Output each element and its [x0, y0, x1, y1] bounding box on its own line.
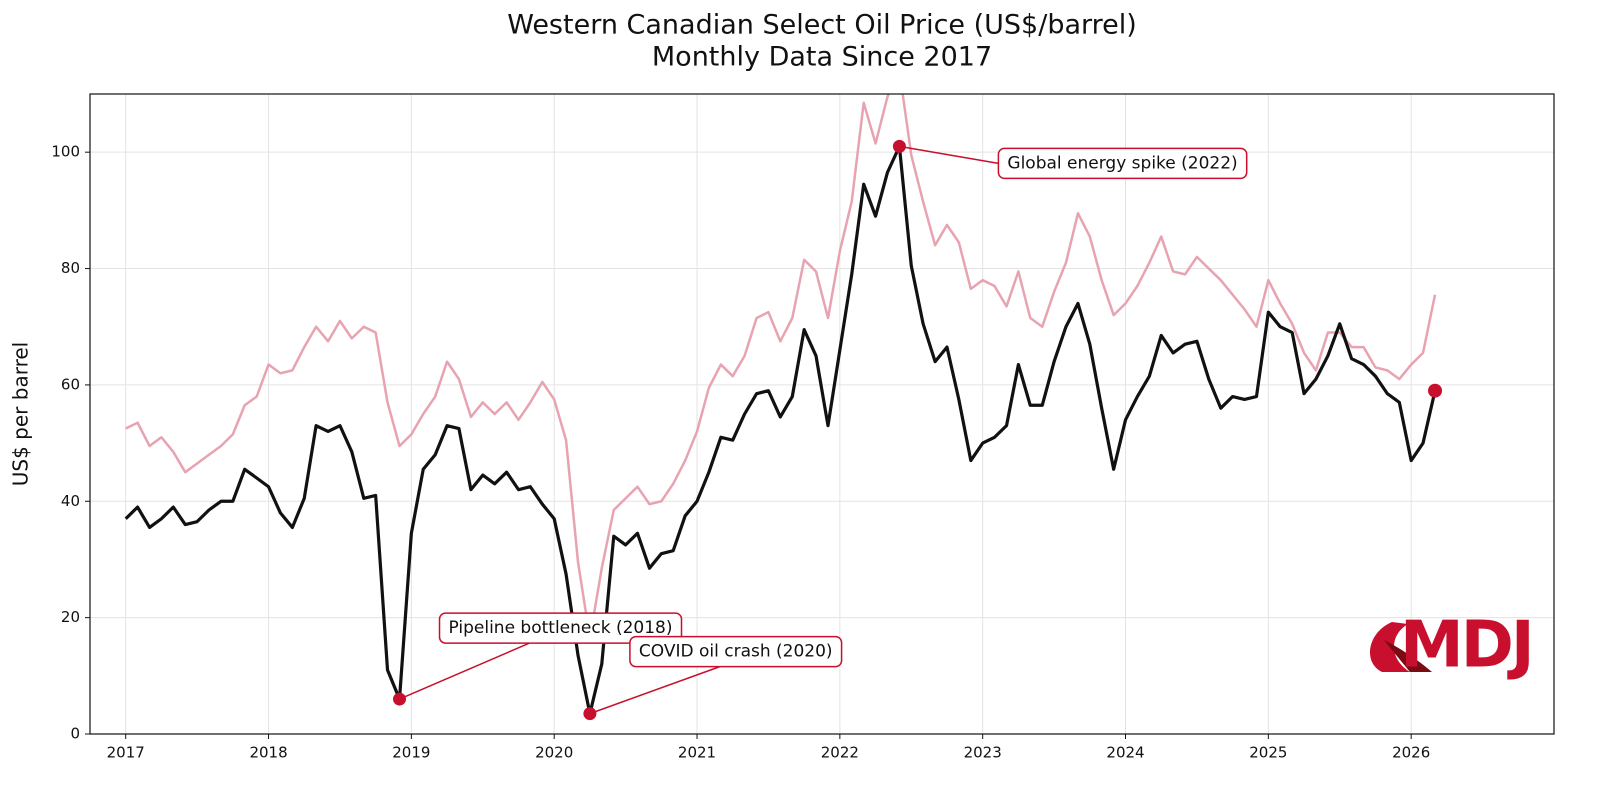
logo-swoosh-dark — [1384, 640, 1432, 672]
annotation-line — [589, 665, 721, 715]
series-line — [124, 144, 1437, 716]
annotation-point — [583, 707, 597, 721]
annotation: COVID oil crash (2020) — [583, 635, 843, 721]
logo: MDJ — [1369, 609, 1535, 683]
y-tick-label: 100 — [51, 143, 80, 161]
x-tick-label: 2018 — [249, 744, 287, 762]
y-tick-label: 0 — [70, 725, 80, 743]
series-line — [125, 94, 1437, 640]
annotation-text: Pipeline bottleneck (2018) — [449, 618, 673, 638]
annotation-line — [899, 145, 999, 165]
annotations: Pipeline bottleneck (2018) COVID oil cras… — [393, 139, 1248, 721]
plot-frame — [89, 93, 1555, 735]
annotation-box — [438, 612, 683, 644]
x-tick-label: 2026 — [1392, 744, 1430, 762]
plot-area — [124, 94, 1437, 716]
annotation-text: Global energy spike (2022) — [1007, 153, 1237, 173]
logo-text: MDJ — [1400, 609, 1532, 683]
x-tick-label: 2017 — [107, 744, 145, 762]
x-tick-label: 2019 — [392, 744, 430, 762]
annotation-line — [399, 642, 530, 700]
annotation-point — [393, 692, 407, 706]
x-tick-label: 2024 — [1106, 744, 1144, 762]
x-tick-label: 2020 — [535, 744, 573, 762]
y-tick-label: 80 — [61, 259, 80, 277]
annotation: Global energy spike (2022) — [892, 139, 1248, 180]
annotation-text: COVID oil crash (2020) — [639, 642, 833, 662]
end-marker — [1428, 383, 1443, 398]
y-tick-label: 40 — [61, 492, 80, 510]
y-tick-label: 20 — [61, 608, 80, 626]
x-tick-label: 2023 — [964, 744, 1002, 762]
annotation-box — [629, 635, 843, 668]
y-tick-label: 60 — [61, 375, 80, 393]
y-axis-label: US$ per barrel — [9, 342, 33, 486]
x-tick-label: 2021 — [678, 744, 716, 762]
chart-subtitle: Monthly Data Since 2017 — [652, 42, 992, 73]
annotation: Pipeline bottleneck (2018) — [393, 612, 683, 706]
chart-title: Western Canadian Select Oil Price (US$/b… — [507, 10, 1137, 41]
x-tick-label: 2025 — [1249, 744, 1287, 762]
annotation-point — [892, 139, 906, 153]
x-tick-label: 2022 — [821, 744, 859, 762]
annotation-box — [997, 147, 1248, 180]
